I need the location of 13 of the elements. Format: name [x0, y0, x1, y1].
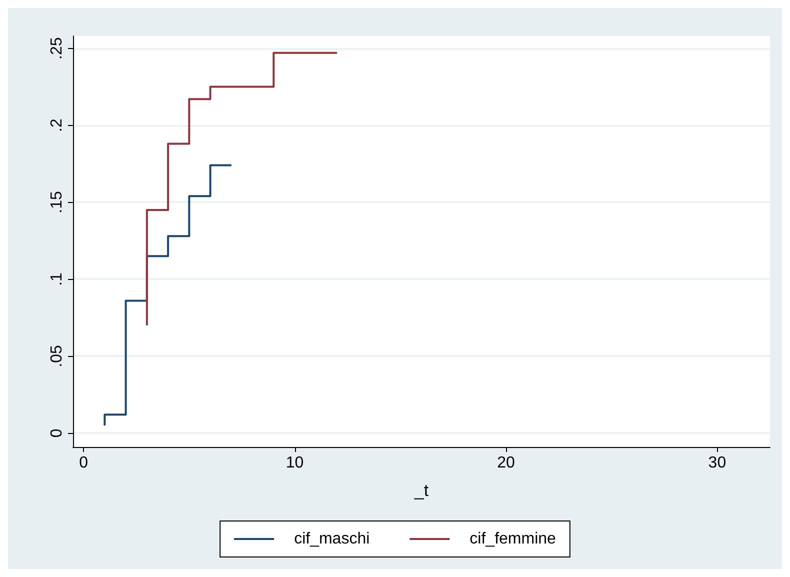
- legend-label: cif_maschi: [294, 530, 370, 548]
- y-tick-label: .05: [48, 344, 66, 368]
- y-tick-label: .15: [48, 191, 66, 214]
- y-tick-label: .25: [48, 37, 66, 60]
- legend-label: cif_femmine: [470, 530, 556, 548]
- y-tick-label: .1: [48, 272, 66, 286]
- x-tick-label: 30: [708, 454, 726, 472]
- x-tick-label: 20: [497, 454, 515, 472]
- x-axis-title: _t: [413, 481, 429, 500]
- x-tick-label: 0: [79, 454, 88, 472]
- y-tick-label: 0: [48, 428, 66, 438]
- y-tick-label: .2: [48, 118, 66, 132]
- x-tick-label: 10: [286, 454, 304, 472]
